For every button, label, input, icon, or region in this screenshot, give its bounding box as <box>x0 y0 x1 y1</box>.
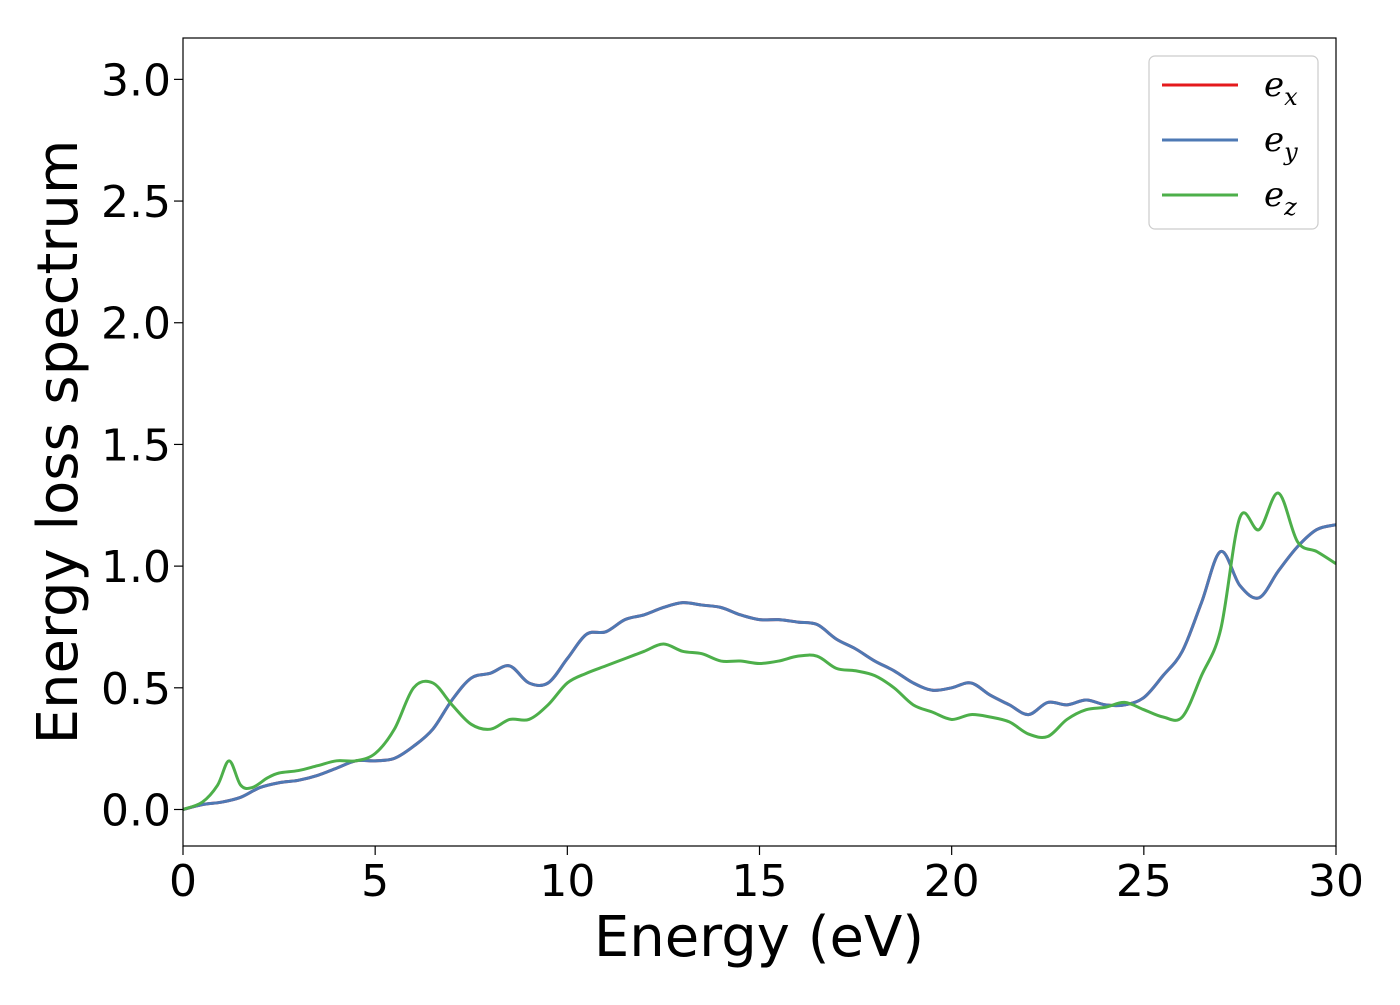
series-lines <box>183 491 1336 811</box>
y-axis-title: Energy loss spectrum <box>26 140 91 745</box>
legend-label-ex: ex <box>1264 65 1298 111</box>
x-tick-label: 20 <box>924 856 980 907</box>
x-axis: 0 5 10 15 20 25 30 <box>169 846 1364 907</box>
y-axis: 0.0 0.5 1.0 1.5 2.0 2.5 3.0 <box>101 55 183 836</box>
y-tick-label: 0.5 <box>101 664 171 715</box>
series-line-ey <box>183 523 1336 811</box>
x-axis-title: Energy (eV) <box>594 905 924 970</box>
y-tick-label: 2.0 <box>101 299 171 350</box>
series-line-ex <box>183 523 1336 811</box>
legend-label-ez: ez <box>1264 175 1297 221</box>
y-tick-label: 1.0 <box>101 542 171 593</box>
legend: ex ey ez <box>1148 55 1319 230</box>
legend-label-ey: ey <box>1264 120 1298 166</box>
x-tick-label: 0 <box>169 856 197 907</box>
y-tick-label: 3.0 <box>101 55 171 106</box>
x-tick-label: 25 <box>1116 856 1172 907</box>
x-tick-label: 5 <box>361 856 389 907</box>
x-tick-label: 15 <box>732 856 788 907</box>
x-tick-label: 30 <box>1308 856 1364 907</box>
legend-box <box>1148 55 1319 230</box>
y-tick-label: 0.0 <box>101 785 171 836</box>
x-tick-label: 10 <box>539 856 595 907</box>
y-tick-label: 1.5 <box>101 420 171 471</box>
series-line-ez <box>183 491 1336 811</box>
y-tick-label: 2.5 <box>101 177 171 228</box>
